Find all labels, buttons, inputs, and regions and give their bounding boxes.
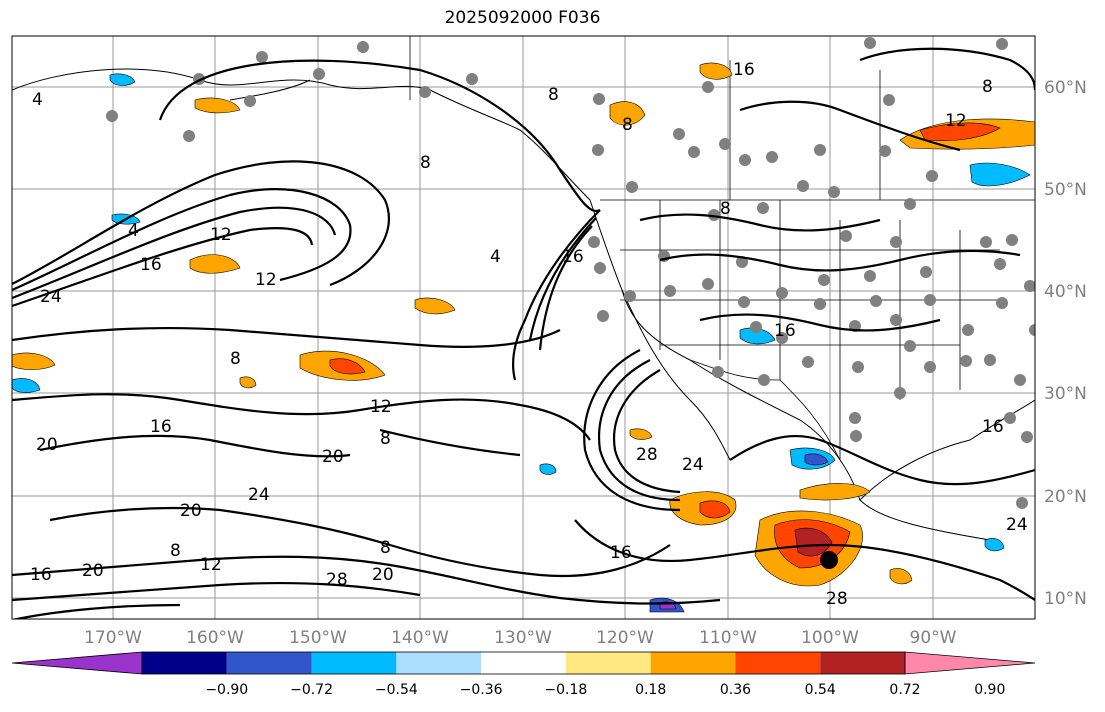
colorbar-tick-labels: −0.90 −0.72 −0.54 −0.36 −0.18 0.18 0.36 0.54 0.7… <box>205 682 1005 698</box>
lon-label: 90°W <box>910 628 957 648</box>
latitude-labels: 60°N 50°N 40°N 30°N 20°N 10°N <box>1044 78 1087 609</box>
colorbar-tick-label: 0.18 <box>635 682 666 698</box>
svg-text:12: 12 <box>945 111 967 131</box>
colorbar-extend-high <box>904 651 1036 675</box>
svg-text:4: 4 <box>128 221 139 241</box>
svg-text:24: 24 <box>248 485 270 505</box>
colorbar-tick-label: −0.54 <box>375 682 418 698</box>
svg-text:12: 12 <box>370 397 392 417</box>
colorbar-segment <box>481 652 566 674</box>
svg-text:8: 8 <box>622 115 633 135</box>
coastlines <box>12 68 1035 541</box>
svg-text:20: 20 <box>180 501 202 521</box>
svg-text:20: 20 <box>82 561 104 581</box>
svg-text:8: 8 <box>982 77 993 97</box>
colorbar-tick-label: 0.54 <box>805 682 836 698</box>
colorbar-tick-label: −0.18 <box>544 682 587 698</box>
svg-text:24: 24 <box>682 455 704 475</box>
map-frame <box>11 35 1036 620</box>
omega-shading <box>12 62 1035 613</box>
svg-text:12: 12 <box>210 225 232 245</box>
lat-label: 10°N <box>1044 589 1087 609</box>
lon-label: 130°W <box>494 628 552 648</box>
svg-text:24: 24 <box>40 287 62 307</box>
colorbar-segment <box>650 652 736 674</box>
lon-label: 110°W <box>699 628 757 648</box>
svg-text:8: 8 <box>170 541 181 561</box>
storm-center-dot <box>820 551 838 569</box>
svg-text:8: 8 <box>380 429 391 449</box>
colorbar-segment <box>565 652 651 674</box>
lat-label: 50°N <box>1044 180 1087 200</box>
colorbar-segment <box>735 652 821 674</box>
colorbar <box>11 651 1036 675</box>
station-dots <box>106 37 1035 509</box>
svg-text:28: 28 <box>636 445 658 465</box>
lat-label: 30°N <box>1044 384 1087 404</box>
colorbar-segment <box>311 652 397 674</box>
colorbar-segment <box>142 652 227 674</box>
svg-text:16: 16 <box>774 321 796 341</box>
svg-text:16: 16 <box>30 565 52 585</box>
svg-text:16: 16 <box>150 417 172 437</box>
lon-label: 170°W <box>84 628 142 648</box>
svg-text:20: 20 <box>372 565 394 585</box>
svg-text:8: 8 <box>230 349 241 369</box>
colorbar-tick-label: −0.72 <box>290 682 333 698</box>
svg-text:8: 8 <box>720 199 731 219</box>
contour-labels: 4 8 8 4 4 8 8 12 16 8 8 8 12 16 16 16 16… <box>30 60 1028 609</box>
lon-label: 140°W <box>391 628 449 648</box>
lon-label: 160°W <box>186 628 244 648</box>
colorbar-extend-low <box>11 651 143 675</box>
svg-text:16: 16 <box>982 417 1004 437</box>
height-contours <box>12 47 1035 619</box>
lon-label: 150°W <box>289 628 347 648</box>
colorbar-tick-label: −0.36 <box>460 682 503 698</box>
colorbar-tick-label: −0.90 <box>205 682 248 698</box>
svg-text:12: 12 <box>255 270 277 290</box>
colorbar-segment <box>226 652 312 674</box>
svg-text:16: 16 <box>733 60 755 80</box>
svg-text:8: 8 <box>548 85 559 105</box>
colorbar-segment <box>396 652 482 674</box>
colorbar-outline <box>141 651 906 675</box>
svg-text:28: 28 <box>826 589 848 609</box>
lat-label: 20°N <box>1044 487 1087 507</box>
svg-text:24: 24 <box>1006 515 1028 535</box>
colorbar-tick-label: 0.90 <box>974 682 1005 698</box>
svg-text:20: 20 <box>322 447 344 467</box>
svg-text:8: 8 <box>380 538 391 558</box>
lon-label: 120°W <box>596 628 654 648</box>
lon-label: 100°W <box>801 628 859 648</box>
colorbar-tick-label: 0.36 <box>720 682 751 698</box>
svg-text:20: 20 <box>36 435 58 455</box>
svg-text:16: 16 <box>140 255 162 275</box>
svg-text:28: 28 <box>326 570 348 590</box>
lat-label: 60°N <box>1044 78 1087 98</box>
lat-label: 40°N <box>1044 282 1087 302</box>
svg-text:16: 16 <box>610 543 632 563</box>
colorbar-tick-label: 0.72 <box>889 682 920 698</box>
svg-text:8: 8 <box>420 153 431 173</box>
map-title: 2025092000 F036 <box>444 8 601 28</box>
svg-text:4: 4 <box>32 90 43 110</box>
colorbar-segment <box>820 652 905 674</box>
svg-text:4: 4 <box>490 247 501 267</box>
svg-text:16: 16 <box>562 247 584 267</box>
svg-text:12: 12 <box>200 555 222 575</box>
longitude-labels: 170°W 160°W 150°W 140°W 130°W 120°W 110°… <box>84 628 957 648</box>
